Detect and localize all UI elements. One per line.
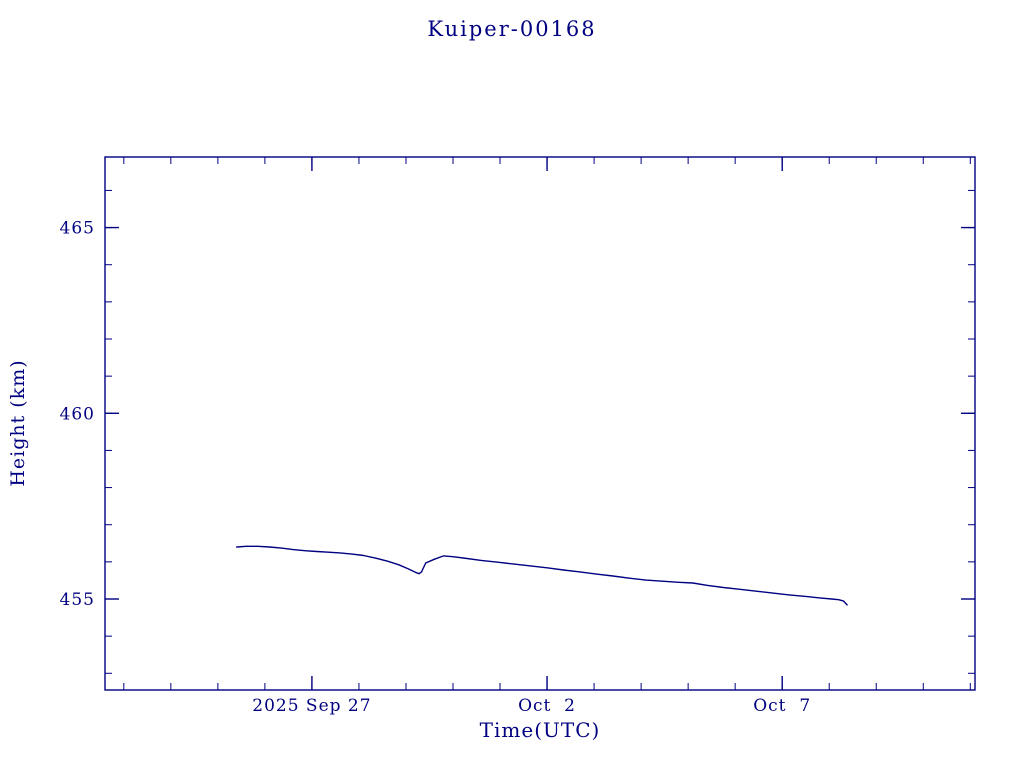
- x-tick-label: Oct 7: [753, 696, 811, 716]
- chart-title: Kuiper-00168: [427, 17, 597, 41]
- y-tick-label: 455: [60, 590, 95, 610]
- x-tick-label: 2025 Sep 27: [252, 696, 371, 716]
- height-series-line: [235, 545, 848, 606]
- y-tick-label: 460: [60, 404, 95, 424]
- plot-frame: [104, 156, 976, 691]
- y-tick-label: 465: [60, 219, 95, 239]
- y-axis-label: Height (km): [7, 359, 29, 487]
- x-tick-label: Oct 2: [518, 696, 576, 716]
- x-axis-label: Time(UTC): [479, 718, 601, 742]
